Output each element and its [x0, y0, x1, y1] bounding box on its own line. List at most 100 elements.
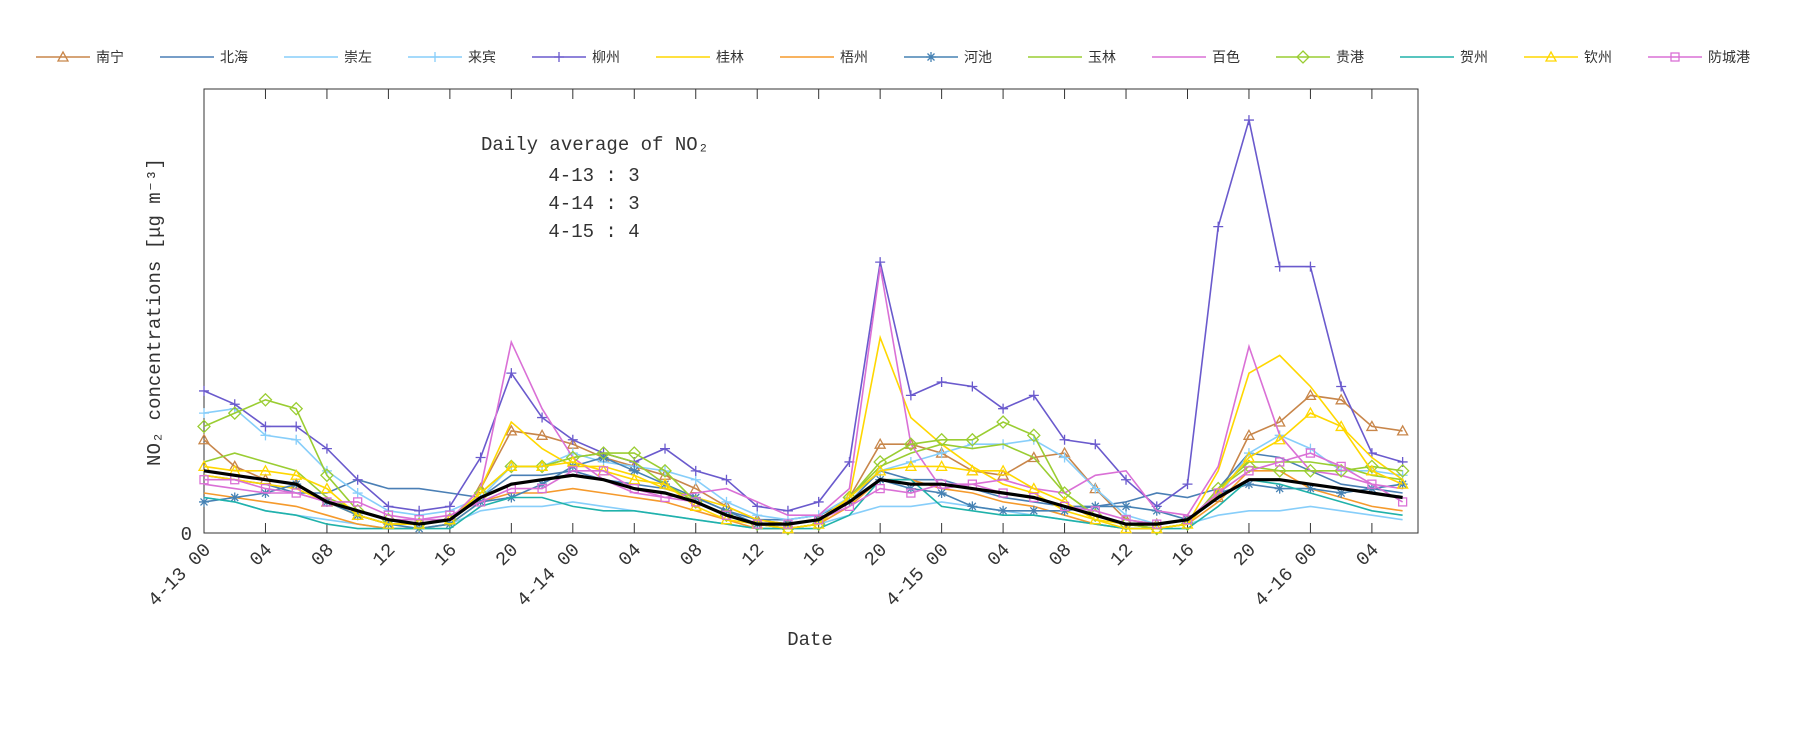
- marker: [535, 460, 549, 472]
- marker: [1089, 513, 1102, 525]
- marker: [1336, 488, 1347, 499]
- marker: [505, 460, 518, 472]
- marker: [1396, 424, 1409, 436]
- marker: [934, 432, 949, 447]
- marker: [291, 421, 302, 432]
- marker: [690, 474, 701, 485]
- marker: [1670, 52, 1680, 62]
- marker: [904, 460, 917, 472]
- marker: [906, 488, 916, 498]
- marker: [1304, 406, 1317, 418]
- marker: [1242, 459, 1256, 474]
- marker: [874, 464, 887, 476]
- marker: [197, 419, 211, 434]
- marker: [1304, 389, 1317, 401]
- marker: [504, 459, 519, 474]
- marker: [260, 430, 271, 441]
- x-axis-label: Date: [787, 629, 833, 651]
- marker: [535, 428, 549, 440]
- marker: [875, 483, 885, 494]
- marker: [554, 52, 564, 62]
- marker: [199, 475, 209, 485]
- marker: [199, 496, 209, 507]
- marker: [967, 381, 978, 392]
- marker: [197, 433, 211, 445]
- marker: [721, 496, 732, 507]
- marker: [1296, 50, 1310, 64]
- marker: [227, 406, 242, 421]
- x-tick-label: 16: [1168, 539, 1200, 571]
- marker: [998, 403, 1009, 414]
- x-tick-label: 20: [1229, 539, 1261, 571]
- marker: [199, 408, 209, 419]
- series-line: [203, 398, 1403, 530]
- x-tick-label: 04: [983, 539, 1015, 571]
- marker: [1365, 420, 1379, 432]
- marker: [1367, 479, 1377, 489]
- x-tick-label: 08: [307, 539, 339, 571]
- marker: [1242, 451, 1256, 463]
- annotation-title: Daily average of NO₂: [481, 134, 709, 156]
- marker: [874, 437, 887, 449]
- x-tick-label: 04: [246, 539, 278, 571]
- x-tick-label: 12: [1106, 539, 1138, 571]
- series-line: [203, 394, 1403, 525]
- marker: [1211, 481, 1226, 496]
- marker: [903, 437, 918, 452]
- x-tick-label: 04: [614, 539, 646, 571]
- marker: [627, 446, 642, 460]
- marker: [996, 464, 1010, 476]
- legend-label: 钦州: [1584, 50, 1612, 66]
- series: [203, 266, 1403, 521]
- legend-label: 崇左: [344, 50, 372, 66]
- marker: [1213, 221, 1224, 232]
- marker: [1121, 501, 1132, 512]
- marker: [873, 455, 888, 469]
- marker: [1090, 439, 1101, 450]
- marker: [1336, 461, 1346, 472]
- series: [203, 478, 1403, 530]
- marker: [1335, 420, 1348, 432]
- marker: [506, 368, 517, 379]
- marker: [1273, 433, 1286, 445]
- marker: [1395, 463, 1410, 478]
- marker: [998, 505, 1009, 516]
- marker: [353, 497, 363, 507]
- marker: [1397, 479, 1408, 490]
- marker: [414, 505, 425, 516]
- legend-label: 南宁: [96, 49, 124, 66]
- series-line: [203, 469, 1403, 526]
- marker: [352, 474, 363, 485]
- legend-label: 贺州: [1460, 50, 1488, 66]
- marker: [966, 464, 979, 476]
- marker: [260, 421, 271, 432]
- annotation-line: 4-15 : 4: [548, 221, 639, 243]
- marker: [430, 52, 440, 62]
- marker: [290, 468, 303, 480]
- marker: [1272, 463, 1287, 478]
- marker: [1027, 482, 1040, 494]
- marker: [1059, 434, 1070, 445]
- marker: [197, 460, 211, 472]
- marker: [598, 466, 609, 476]
- marker: [320, 468, 334, 483]
- plot-frame: [203, 88, 1419, 534]
- marker: [1121, 474, 1132, 485]
- marker: [598, 452, 609, 463]
- legend-label: 百色: [1212, 49, 1240, 66]
- marker: [1242, 428, 1256, 440]
- x-tick-label: 4-16 00: [1250, 539, 1322, 611]
- marker: [258, 392, 273, 407]
- x-tick-label: 08: [676, 539, 708, 571]
- x-tick-label: 20: [860, 539, 892, 571]
- series: [199, 115, 1408, 516]
- marker: [1244, 466, 1254, 476]
- marker: [1544, 50, 1558, 62]
- marker: [351, 508, 364, 520]
- marker: [996, 415, 1011, 429]
- legend-label: 贵港: [1336, 50, 1364, 66]
- x-tick-label: 04: [1352, 539, 1384, 571]
- marker: [658, 463, 672, 478]
- marker: [537, 412, 548, 423]
